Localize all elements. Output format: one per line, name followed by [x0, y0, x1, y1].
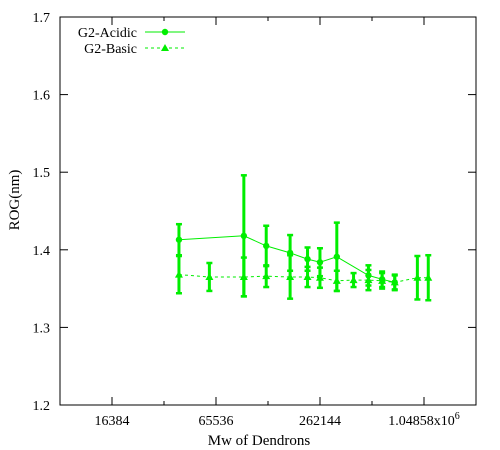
- data-point: [240, 232, 248, 240]
- data-point: [390, 278, 399, 286]
- y-tick-label: 1.3: [33, 321, 51, 336]
- data-point: [175, 236, 183, 243]
- data-point: [332, 276, 341, 284]
- data-point: [349, 276, 358, 284]
- legend-marker: [161, 28, 169, 36]
- plot-border: [59, 16, 477, 406]
- y-tick-label: 1.2: [33, 399, 51, 414]
- plot-frame: [59, 16, 477, 406]
- x-tick-label: 1.04858x106: [388, 411, 460, 429]
- legend-marker: [161, 44, 169, 51]
- data-point: [205, 272, 214, 280]
- data-point: [413, 273, 422, 281]
- legend-label: G2-Basic: [84, 42, 137, 57]
- data-point: [286, 272, 295, 280]
- data-point: [316, 259, 324, 266]
- data-point: [239, 272, 248, 280]
- data-point: [364, 276, 373, 284]
- series-layer: [174, 174, 433, 302]
- series-line: [178, 235, 395, 283]
- data-point: [315, 273, 324, 281]
- x-tick-label: 262144: [299, 414, 341, 429]
- y-tick-label: 1.7: [33, 11, 51, 26]
- x-axis-title: Mw of Dendrons: [208, 433, 311, 449]
- y-tick-label: 1.6: [33, 89, 51, 104]
- data-point: [303, 272, 312, 280]
- data-point: [304, 255, 311, 263]
- x-tick-label: 65536: [199, 414, 234, 429]
- series-g2-basic: [174, 253, 433, 302]
- y-tick-label: 1.4: [33, 244, 51, 259]
- legend-label: G2-Acidic: [78, 26, 137, 41]
- data-point: [174, 270, 183, 278]
- data-point: [378, 276, 387, 284]
- series-line: [178, 274, 429, 283]
- x-tick-label: 16384: [95, 414, 130, 429]
- data-point: [263, 242, 270, 250]
- data-point: [262, 272, 271, 280]
- data-point: [424, 273, 433, 281]
- y-axis-title: ROG(nm): [7, 170, 23, 231]
- data-point: [333, 253, 341, 260]
- axis-ticks: 1.2 1.3 1.4 1.5 1.6 1.7 16384 65536 262144 1.0485…: [33, 11, 477, 429]
- y-tick-label: 1.5: [33, 166, 51, 181]
